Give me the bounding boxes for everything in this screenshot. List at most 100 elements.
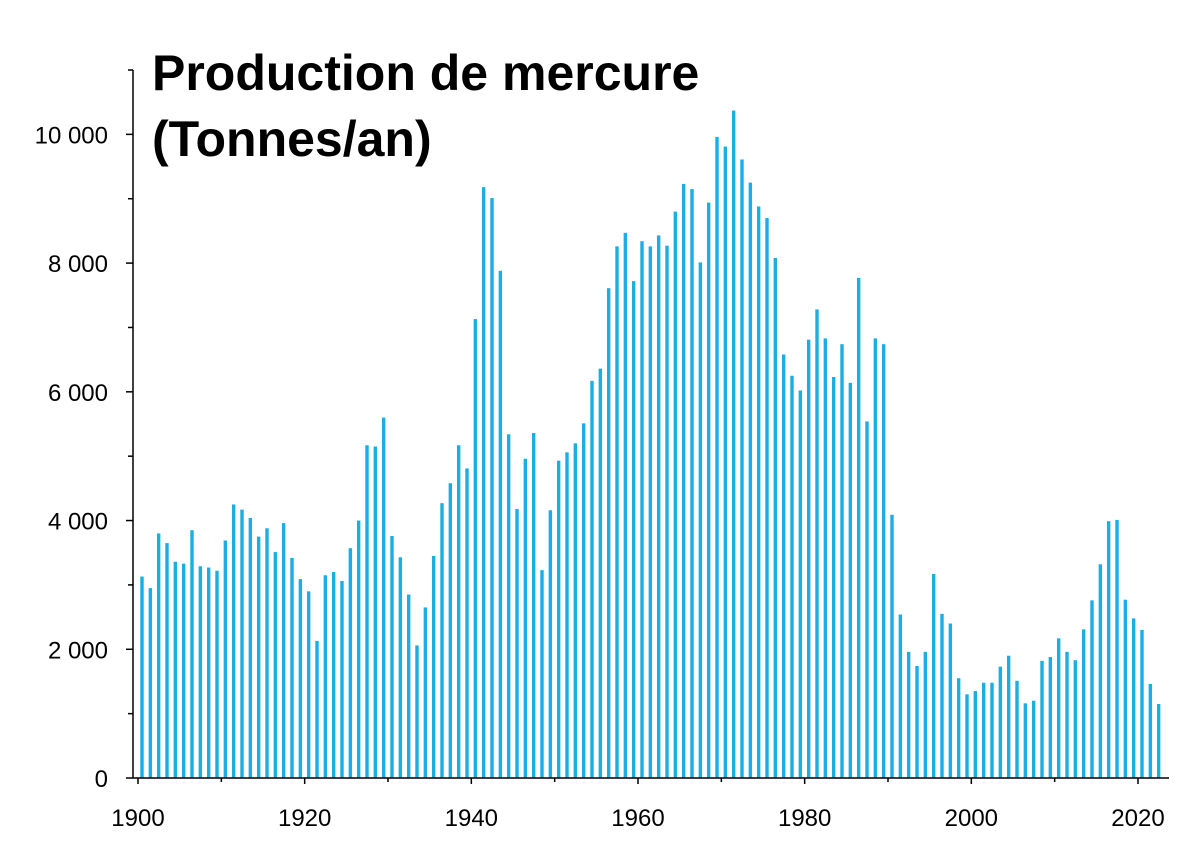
bar-1976 <box>773 257 778 778</box>
bar-1951 <box>565 452 569 778</box>
bar-1977 <box>781 354 786 778</box>
bar-1939 <box>465 468 469 778</box>
bar-1973 <box>748 182 753 778</box>
bar-1929 <box>381 417 386 778</box>
bar-1992 <box>906 651 911 778</box>
bar-1965 <box>681 183 686 779</box>
bar-1962 <box>656 235 661 778</box>
bar-1974 <box>756 206 761 778</box>
bar-1952 <box>573 443 578 778</box>
bar-1900 <box>140 576 144 778</box>
bar-1925 <box>348 548 353 778</box>
x-tick-label: 1940 <box>445 805 498 832</box>
bar-1967 <box>698 262 703 778</box>
x-tick-label: 1900 <box>111 805 164 832</box>
bar-1945 <box>515 508 519 778</box>
bar-1971 <box>731 110 736 779</box>
bar-1958 <box>623 232 628 779</box>
y-tick-label: 2 000 <box>48 637 108 664</box>
bar-1990 <box>890 514 894 778</box>
bar-1987 <box>865 421 869 778</box>
bar-1963 <box>665 245 669 778</box>
x-tick-label: 2000 <box>945 805 998 832</box>
chart-title-line-1: Production de mercure <box>152 45 699 101</box>
bar-1933 <box>415 645 419 778</box>
bar-1949 <box>548 510 553 778</box>
y-tick-label: 4 000 <box>48 509 108 536</box>
bar-1970 <box>723 146 728 779</box>
bar-1923 <box>331 572 336 778</box>
bar-2016 <box>1106 521 1111 778</box>
bar-1922 <box>323 575 328 778</box>
bar-1947 <box>531 433 536 778</box>
bar-1937 <box>448 483 453 778</box>
bar-1980 <box>806 339 811 778</box>
bar-1905 <box>181 563 186 778</box>
bar-2004 <box>1006 655 1011 778</box>
bar-1930 <box>390 535 394 778</box>
bar-1913 <box>248 517 253 778</box>
bar-1982 <box>823 338 828 778</box>
bar-1984 <box>840 344 844 778</box>
bar-1932 <box>406 594 411 778</box>
bar-1942 <box>490 198 494 778</box>
bar-1931 <box>398 557 403 778</box>
bar-1975 <box>765 218 769 779</box>
bar-2015 <box>1098 564 1103 778</box>
x-tick-label: 1960 <box>611 805 664 832</box>
bar-2020 <box>1140 629 1144 778</box>
bar-1957 <box>615 246 619 779</box>
bar-1986 <box>856 277 861 778</box>
bar-2022 <box>1156 703 1161 778</box>
x-tick-label: 1920 <box>278 805 331 832</box>
bar-1966 <box>690 189 694 778</box>
x-axis-ticks: 1900 1920 1940 1960 1980 2000 2020 <box>111 778 1165 832</box>
bar-1988 <box>873 338 878 778</box>
bar-1997 <box>948 623 953 778</box>
bar-1908 <box>206 567 211 778</box>
bar-2012 <box>1073 660 1078 778</box>
bar-1960 <box>640 241 644 778</box>
bar-1943 <box>498 270 503 778</box>
bar-1919 <box>298 579 303 778</box>
bar-1981 <box>815 309 819 778</box>
bar-1936 <box>440 503 444 778</box>
bar-1989 <box>881 344 886 778</box>
bar-1909 <box>215 570 219 778</box>
bar-1955 <box>598 368 603 778</box>
bar-1991 <box>898 614 903 778</box>
bar-1940 <box>473 319 478 778</box>
bar-2013 <box>1081 629 1086 778</box>
bar-1972 <box>740 159 744 779</box>
bar-1944 <box>506 434 511 778</box>
y-tick-label: 0 <box>95 766 108 793</box>
bar-1999 <box>965 694 969 778</box>
bar-1983 <box>831 377 836 778</box>
y-axis-ticks: 0 2 000 4 000 6 000 8 000 10 000 <box>35 69 133 793</box>
bar-2009 <box>1048 657 1053 778</box>
bar-1950 <box>556 460 561 778</box>
bar-1994 <box>923 651 928 778</box>
bar-2019 <box>1131 618 1136 778</box>
bar-2007 <box>1031 700 1036 778</box>
bar-1902 <box>156 533 161 778</box>
bar-2002 <box>990 682 994 778</box>
bar-1917 <box>281 523 286 778</box>
bar-1903 <box>165 543 169 778</box>
bar-1969 <box>715 136 719 778</box>
bar-2006 <box>1023 703 1028 778</box>
bar-1998 <box>956 678 961 778</box>
chart-title-line-2: (Tonnes/an) <box>152 111 432 167</box>
bar-1911 <box>231 504 236 778</box>
bar-1968 <box>706 202 711 779</box>
bar-2010 <box>1056 638 1061 778</box>
bar-1928 <box>373 446 378 778</box>
bar-1924 <box>340 581 344 778</box>
bar-2008 <box>1040 660 1044 778</box>
bar-1935 <box>431 555 436 778</box>
bar-1904 <box>173 561 178 778</box>
bar-2001 <box>981 682 986 778</box>
bar-1993 <box>915 666 919 778</box>
bar-1915 <box>265 528 269 778</box>
